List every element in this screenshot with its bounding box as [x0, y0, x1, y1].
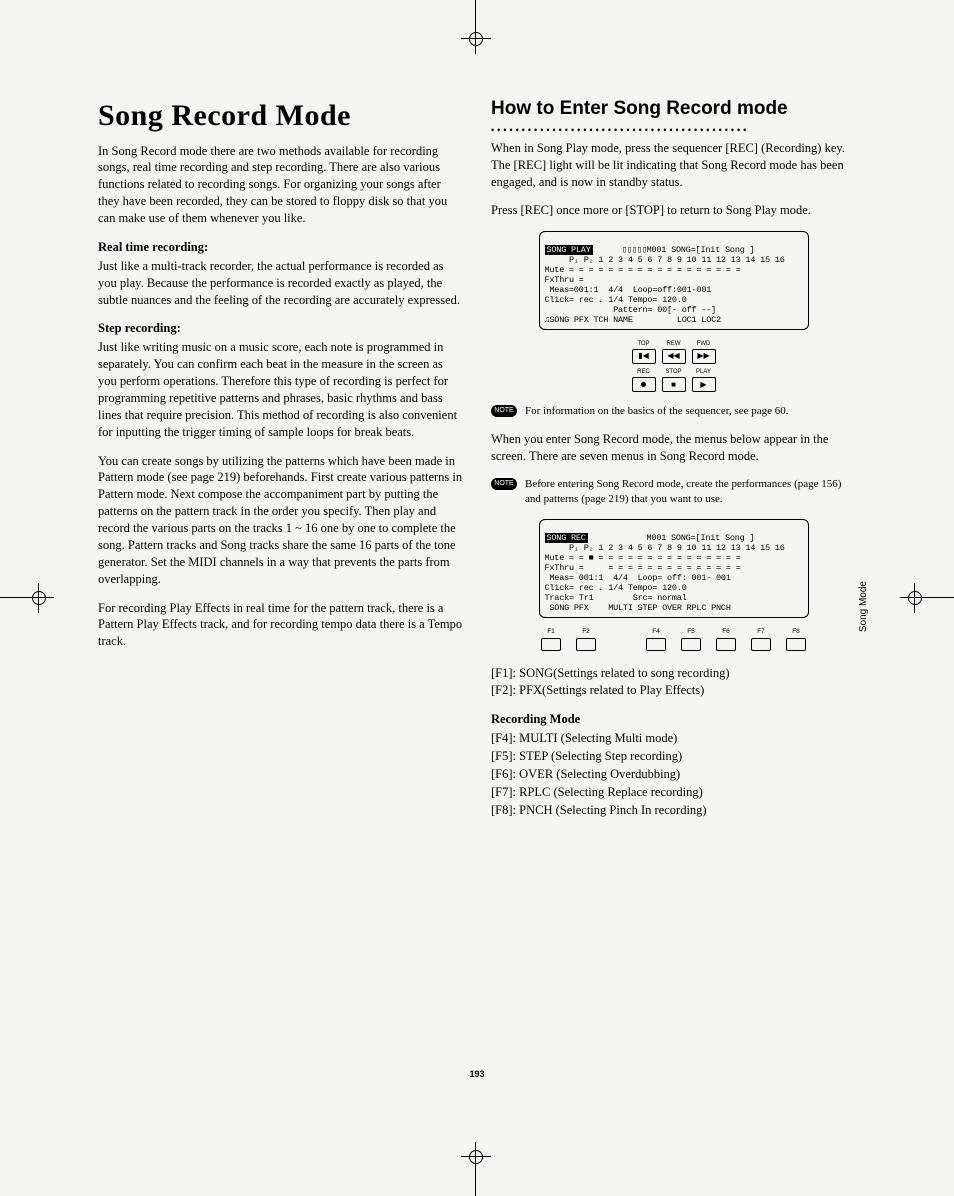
top-button: ▮◀ — [632, 349, 656, 364]
howto-p1: When in Song Play mode, press the sequen… — [491, 140, 856, 191]
intro-paragraph: In Song Record mode there are two method… — [98, 143, 463, 227]
f1-button — [541, 638, 561, 651]
note-1-text: For information on the basics of the seq… — [525, 404, 788, 419]
note-1: NOTE For information on the basics of th… — [491, 404, 856, 419]
lcd-header: SONG PLAY — [545, 245, 593, 255]
realtime-paragraph: Just like a multi-track recorder, the ac… — [98, 258, 463, 309]
right-column: How to Enter Song Record mode ••••••••••… — [491, 96, 856, 831]
top-label: TOP — [637, 340, 649, 348]
howto-title: How to Enter Song Record mode — [491, 96, 856, 122]
registration-mark — [461, 24, 491, 54]
f6-desc: [F6]: OVER (Selecting Overdubbing) — [491, 766, 856, 783]
note-icon: NOTE — [491, 405, 517, 417]
lcd-screen-songrec: SONG REC M001 SONG=[Init Song ] P₁ P₂ 1 … — [539, 519, 809, 618]
f7-label: F7 — [757, 628, 765, 637]
f8-desc: [F8]: PNCH (Selecting Pinch In recording… — [491, 802, 856, 819]
fwd-button: ▶▶ — [692, 349, 716, 364]
transport-diagram: TOP▮◀ REW◀◀ FWD▶▶ REC STOP■ PLAY▶ — [491, 340, 856, 392]
note-icon: NOTE — [491, 478, 517, 490]
pattern-paragraph: You can create songs by utilizing the pa… — [98, 453, 463, 588]
registration-mark — [461, 1142, 491, 1172]
fkey-row: F1 F2 F3 F4 F5 F6 F7 F8 — [491, 628, 856, 651]
f5-label: F5 — [687, 628, 695, 637]
note-2-text: Before entering Song Record mode, create… — [525, 477, 856, 507]
step-paragraph: Just like writing music on a music score… — [98, 339, 463, 440]
play-button: ▶ — [692, 377, 716, 392]
recording-mode-heading: Recording Mode — [491, 711, 856, 728]
f4-button — [646, 638, 666, 651]
f4-desc: [F4]: MULTI (Selecting Multi mode) — [491, 730, 856, 747]
registration-mark — [900, 583, 930, 613]
fkey-descriptions-1: [F1]: SONG(Settings related to song reco… — [491, 665, 856, 700]
howto-p2: Press [REC] once more or [STOP] to retur… — [491, 202, 856, 219]
menus-paragraph: When you enter Song Record mode, the men… — [491, 431, 856, 465]
lcd-screen-songplay: SONG PLAY ▯▯▯▯▯M001 SONG=[Init Song ] P₁… — [539, 231, 809, 330]
fwd-label: FWD — [697, 340, 711, 348]
f2-label: F2 — [582, 628, 590, 637]
page-number: 193 — [0, 1068, 954, 1080]
decorative-dots: ••••••••••••••••••••••••••••••••••••••••… — [491, 124, 856, 136]
registration-mark — [24, 583, 54, 613]
realtime-heading: Real time recording: — [98, 239, 463, 256]
f7-button — [751, 638, 771, 651]
f6-button — [716, 638, 736, 651]
f5-button — [681, 638, 701, 651]
pfx-paragraph: For recording Play Effects in real time … — [98, 600, 463, 651]
step-heading: Step recording: — [98, 320, 463, 337]
f8-label: F8 — [792, 628, 800, 637]
rew-button: ◀◀ — [662, 349, 686, 364]
side-tab: Song Mode — [857, 581, 871, 632]
f8-button — [786, 638, 806, 651]
note-2: NOTE Before entering Song Record mode, c… — [491, 477, 856, 507]
f4-label: F4 — [652, 628, 660, 637]
fkey-descriptions-2: [F4]: MULTI (Selecting Multi mode) [F5]:… — [491, 730, 856, 818]
f1-desc: [F1]: SONG(Settings related to song reco… — [491, 665, 856, 682]
f6-label: F6 — [722, 628, 730, 637]
lcd-header: SONG REC — [545, 533, 588, 543]
play-label: PLAY — [696, 368, 711, 376]
left-column: Song Record Mode In Song Record mode the… — [98, 96, 463, 831]
f7-desc: [F7]: RPLC (Selecting Replace recording) — [491, 784, 856, 801]
f1-label: F1 — [547, 628, 555, 637]
page-title: Song Record Mode — [98, 96, 463, 137]
f2-button — [576, 638, 596, 651]
rew-label: REW — [667, 340, 681, 348]
stop-button: ■ — [662, 377, 686, 392]
f2-desc: [F2]: PFX(Settings related to Play Effec… — [491, 682, 856, 699]
f5-desc: [F5]: STEP (Selecting Step recording) — [491, 748, 856, 765]
stop-label: STOP — [665, 368, 681, 376]
rec-label: REC — [637, 368, 650, 376]
rec-button — [632, 377, 656, 392]
